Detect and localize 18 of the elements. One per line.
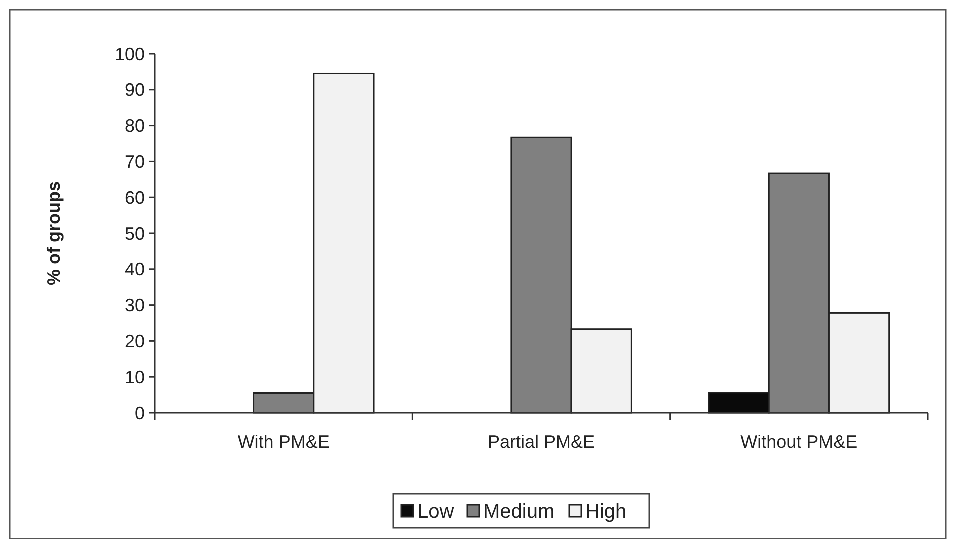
y-tick-label: 90	[124, 80, 145, 100]
x-tick-label: Partial PM&E	[488, 432, 596, 452]
y-tick-label: 10	[124, 367, 145, 388]
x-tick-label: Without PM&E	[740, 432, 858, 452]
legend-label: High	[586, 501, 627, 523]
x-tick-label: With PM&E	[238, 432, 330, 452]
y-tick-label: 70	[124, 152, 145, 172]
y-tick-label: 0	[134, 403, 145, 424]
y-tick-label: 30	[124, 296, 145, 316]
y-tick-label: 100	[114, 44, 145, 64]
y-tick-label: 60	[124, 188, 145, 208]
legend-label: Medium	[484, 501, 555, 523]
y-tick-label: 50	[124, 224, 145, 244]
legend-label: Low	[418, 501, 455, 523]
y-axis-title: % of groups	[44, 182, 64, 286]
y-tick-label: 40	[124, 260, 145, 280]
y-tick-label: 80	[124, 116, 145, 136]
y-tick-label: 20	[124, 332, 145, 352]
